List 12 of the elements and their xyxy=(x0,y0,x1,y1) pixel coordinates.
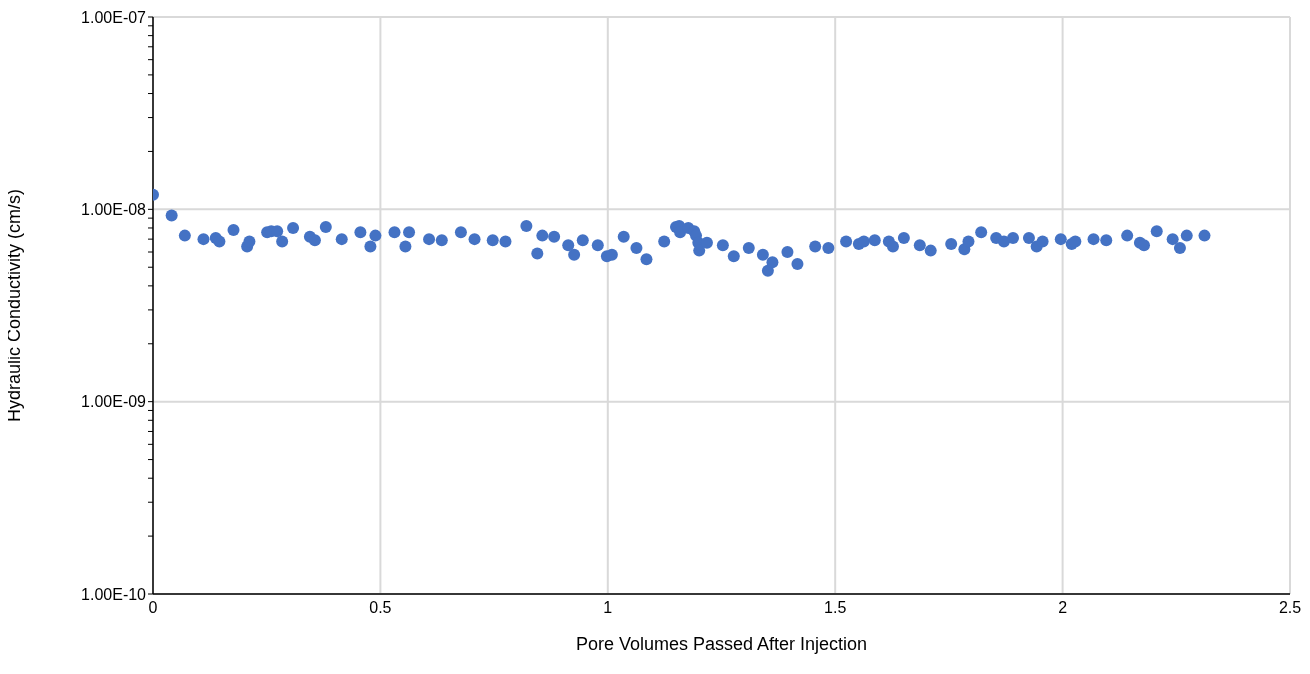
x-tick-label: 2 xyxy=(1058,599,1068,617)
y-tick-label: 1.00E-09 xyxy=(81,393,147,411)
y-tick-label: 1.00E-07 xyxy=(81,8,147,26)
x-tick-label: 2.5 xyxy=(1278,599,1302,617)
y-tick-label: 1.00E-08 xyxy=(81,201,147,219)
x-tick-label: 0.5 xyxy=(369,599,392,617)
x-tick-label: 0 xyxy=(148,599,158,617)
x-axis-title: Pore Volumes Passed After Injection xyxy=(575,634,868,654)
y-tick-label: 1.00E-10 xyxy=(81,585,147,603)
x-tick-label: 1.5 xyxy=(824,599,847,617)
y-axis-title: Hydraulic Conductivity (cm/s) xyxy=(4,188,25,423)
x-tick-label: 1 xyxy=(603,599,613,617)
